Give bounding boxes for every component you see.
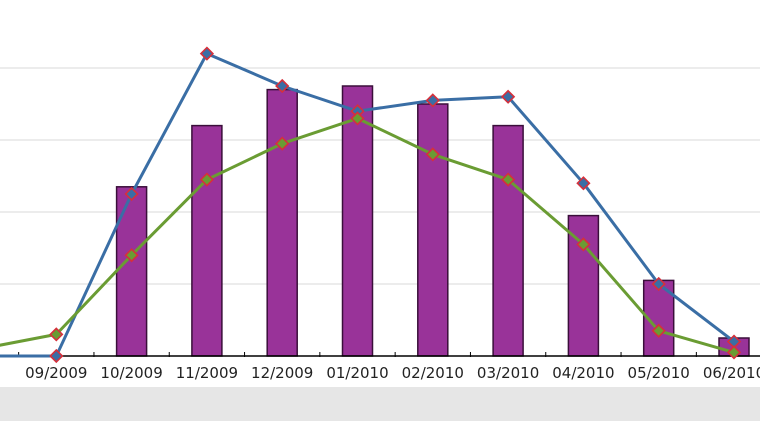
series-2-point <box>350 111 365 126</box>
bar <box>417 103 449 357</box>
series-2-point <box>651 323 666 338</box>
series-1-point <box>49 348 64 364</box>
bar <box>341 85 374 357</box>
series-1-point <box>500 89 516 104</box>
series-2-point <box>425 147 440 162</box>
x-tick-label: 02/2010 <box>402 364 464 382</box>
x-tick-label: 12/2009 <box>251 364 313 382</box>
x-tick-label: 11/2009 <box>176 364 238 382</box>
series-1-point <box>124 186 139 202</box>
x-tick-label: 06/2010 <box>703 364 760 382</box>
line-series <box>0 46 742 364</box>
series-2-point <box>500 172 516 187</box>
footer-band <box>0 387 760 421</box>
x-tick-labels: 0909/200910/200911/200912/200901/201002/… <box>25 364 760 382</box>
x-tick-label: 09/2009 <box>25 364 87 382</box>
x-tick-label: 05/2010 <box>628 364 690 382</box>
series-2-point <box>124 248 139 263</box>
series-2-point <box>199 172 215 187</box>
bar <box>191 124 223 357</box>
series-2-point <box>726 345 742 360</box>
x-tick-label: 01/2010 <box>326 364 388 382</box>
series-1-point <box>425 93 440 108</box>
series-1-point <box>576 176 591 191</box>
series-2-point <box>49 327 64 342</box>
bar <box>492 124 524 357</box>
series-1-point <box>275 78 290 94</box>
bar <box>115 186 148 357</box>
series-2-point <box>275 136 290 151</box>
x-tick-label: 03/2010 <box>477 364 539 382</box>
x-tick-label: 04/2010 <box>552 364 614 382</box>
series-1-point <box>199 46 215 61</box>
series-2-point <box>576 237 591 252</box>
x-tick-label: 10/2009 <box>100 364 162 382</box>
x-axis <box>0 352 760 357</box>
series-1-point <box>651 276 666 292</box>
bar <box>266 88 298 357</box>
